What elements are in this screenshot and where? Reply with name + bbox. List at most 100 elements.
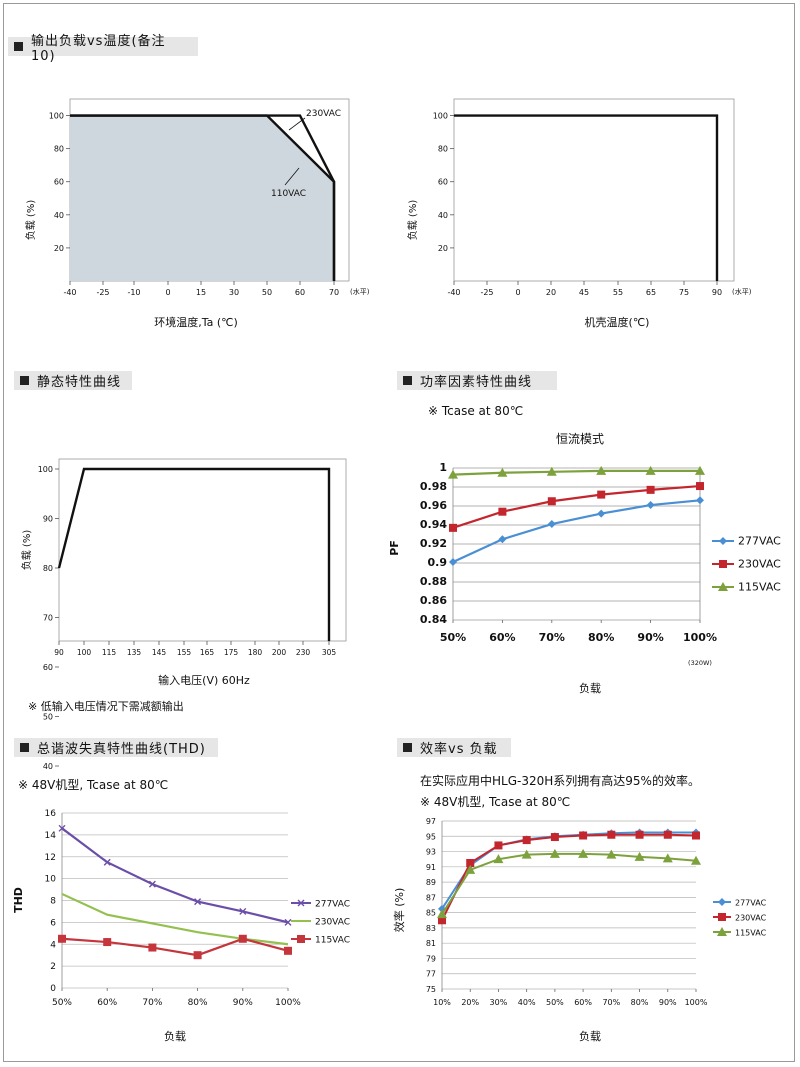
bullet-square-icon [14,42,23,51]
x-tick-label: -25 [96,288,109,297]
y-tick-label: 0.96 [420,499,447,512]
x-tick-label: -40 [63,288,76,297]
series-line-277VAC [61,827,289,924]
x-tick-label: 30 [229,288,239,297]
eff-intro-note: 在实际应用中HLG-320H系列拥有高达95%的效率。 [420,774,700,788]
data-point-115VAC [695,465,705,475]
y-tick-label: 91 [426,863,436,872]
y-tick-label: 0.92 [420,537,447,550]
bullet-square-icon [20,743,29,752]
y-tick-label: 80 [54,145,64,154]
y-tick-label: 60 [438,178,448,187]
x-tick-label: 155 [177,648,192,657]
legend-label-230VAC: 230VAC [735,914,767,923]
data-point-115VAC [437,909,447,919]
series-line-230VAC [452,484,701,529]
y-tick-label: 8 [50,897,56,907]
y-axis-title: 负载 (%) [24,200,37,241]
x-tick-label: 100% [685,998,708,1007]
x-tick-label: 60% [97,998,117,1008]
derating-line-110VAC [70,114,336,281]
y-tick-label: 0.9 [428,556,448,569]
data-point-230VAC [663,830,672,839]
y-tick-label: 60 [54,178,64,187]
x-tick-label: 100 [77,648,92,657]
data-point-115VAC [103,938,112,947]
y-tick-label: 0.84 [420,613,447,626]
legend-label-115VAC: 115VAC [315,936,350,946]
data-point-230VAC [498,507,507,516]
x-tick-label: -10 [127,288,140,297]
page-frame [3,3,795,1062]
x-tick-label: 145 [152,648,167,657]
legend-label-277VAC: 277VAC [735,899,767,908]
x-tick-label: 115 [102,648,117,657]
x-note-label: (320W) [688,659,712,667]
y-tick-label: 75 [426,985,436,994]
annotation-110vac: 110VAC [271,189,306,199]
static-line [57,467,331,641]
y-tick-label: 0.88 [420,575,447,588]
data-point-230VAC [550,833,559,842]
data-point-230VAC [579,831,588,840]
data-point-230VAC [646,485,655,494]
shaded-area [70,115,334,281]
x-tick-label: 90 [54,648,64,657]
data-point-230VAC [597,490,606,499]
series-line-230VAC [61,892,289,946]
eff-case-note: ※ 48V机型, Tcase at 80℃ [420,795,571,809]
y-tick-label: 90 [43,515,53,524]
x-tick-label: 0 [515,288,520,297]
legend-marker-277VAC [718,898,726,906]
section-eff: 效率vs 负载 [397,738,511,757]
data-point-277VAC [696,496,704,505]
data-point-277VAC [547,520,556,529]
bullet-square-icon [403,376,412,385]
series-line-277VAC [452,499,701,564]
y-tick-label: 12 [45,853,56,863]
x-tick-label: 305 [322,648,337,657]
data-point-277VAC [194,898,202,906]
data-point-115VAC [521,849,532,859]
x-tick-label: 20 [546,288,556,297]
x-tick-label: 90% [233,998,253,1008]
x-tick-label: 20% [461,998,479,1007]
y-tick-label: 20 [54,244,64,253]
x-tick-label: 60% [574,998,592,1007]
x-tick-label: 70 [329,288,339,297]
pf-case-note: ※ Tcase at 80℃ [428,404,524,418]
data-point-230VAC [438,916,446,925]
y-axis-title: 负载 (%) [20,530,33,571]
x-tick-label: 70% [602,998,620,1007]
x-tick-label: 80% [588,631,614,644]
data-point-230VAC [696,482,704,491]
x-tick-label: 200 [272,648,287,657]
x-tick-label: 90% [637,631,663,644]
data-point-115VAC [662,853,673,863]
data-point-230VAC [522,836,531,845]
plot-frame [453,98,735,282]
y-tick-label: 87 [426,893,436,902]
y-tick-label: 40 [438,211,448,220]
y-axis-title: THD [12,887,25,913]
series-line-115VAC [441,852,697,915]
series-line-115VAC [452,469,700,476]
data-point-277VAC [239,907,247,915]
legend-marker-277VAC [719,537,727,545]
data-point-115VAC [691,855,701,865]
annotation-230vac: 230VAC [306,109,341,119]
data-point-115VAC [578,848,589,858]
x-tick-label: 100% [275,998,301,1008]
y-tick-label: 81 [426,939,436,948]
y-tick-label: 20 [438,244,448,253]
bullet-square-icon [20,376,29,385]
x-axis-title: 负载 [579,681,601,695]
y-tick-label: 79 [426,954,436,963]
y-tick-label: 16 [45,809,57,819]
legend-label-277VAC: 277VAC [738,535,781,548]
x-tick-label: 90 [712,288,722,297]
y-tick-label: 85 [426,909,436,918]
x-axis-title: 负载 [579,1029,601,1043]
legend-label-115VAC: 115VAC [738,581,781,594]
